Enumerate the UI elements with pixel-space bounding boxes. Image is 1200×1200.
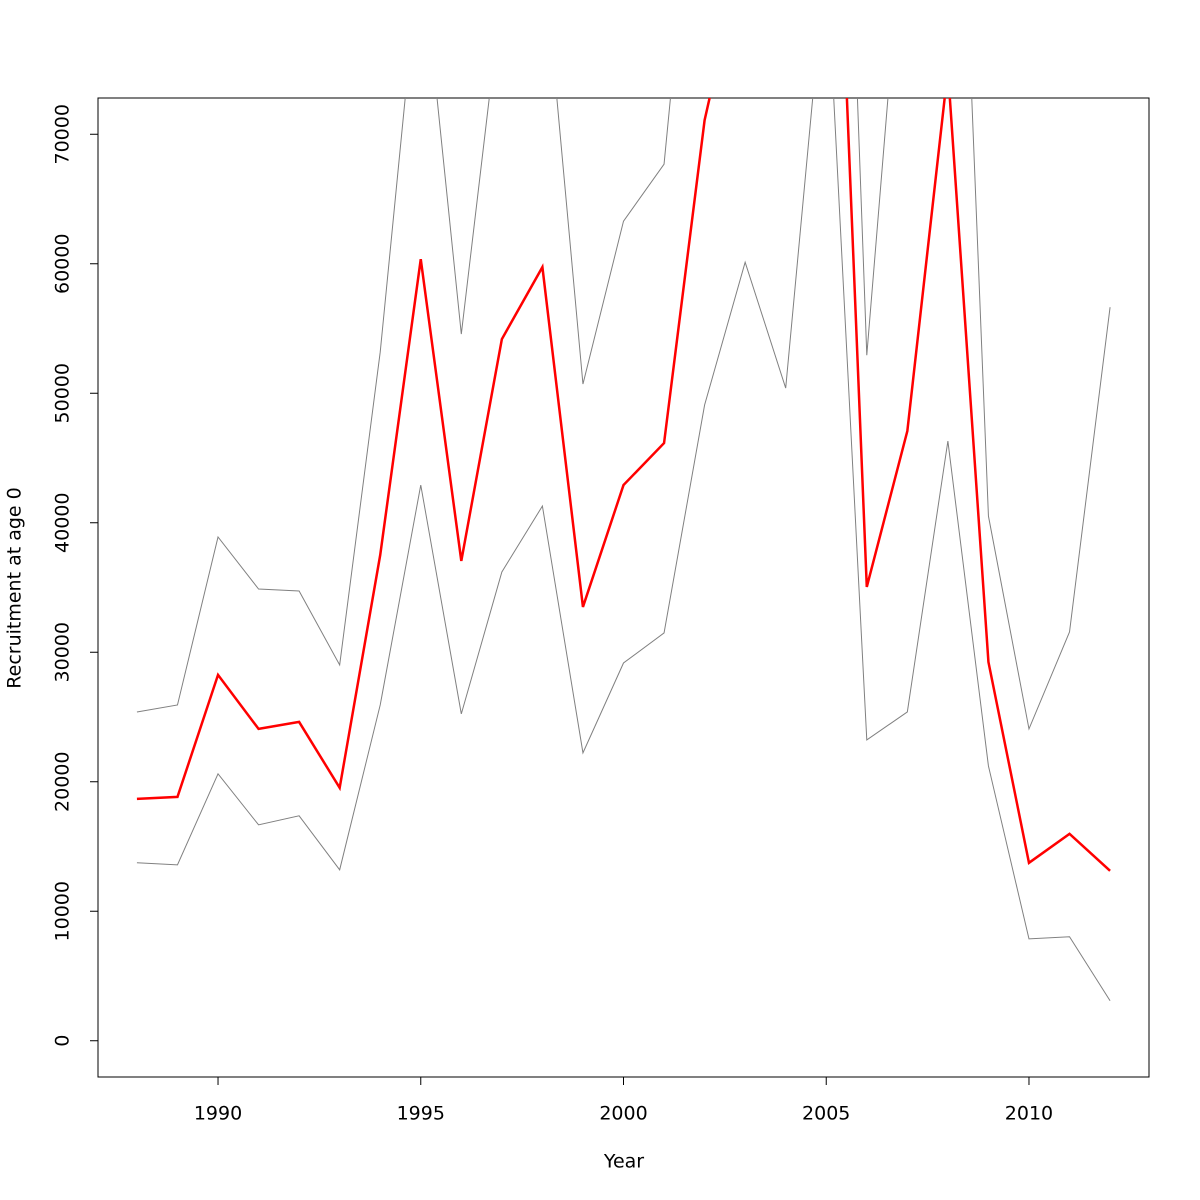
x-axis-label: Year [603,1151,644,1173]
series-line [136,98,1111,872]
series-line [136,98,1111,731]
y-tick-label: 60000 [52,234,74,294]
plot-area [136,98,1111,1001]
y-tick-label: 40000 [52,493,74,553]
y-tick-label: 20000 [52,752,74,812]
series-line [136,98,1111,1001]
x-tick-label: 2005 [802,1103,850,1125]
y-tick-label: 10000 [52,881,74,941]
y-tick-label: 0 [52,1035,74,1047]
x-tick-label: 2010 [1005,1103,1053,1125]
y-axis-label: Recruitment at age 0 [4,487,26,688]
x-tick-label: 2000 [599,1103,647,1125]
x-tick-label: 1995 [397,1103,445,1125]
y-tick-label: 50000 [52,363,74,423]
y-tick-label: 30000 [52,622,74,682]
y-tick-label: 70000 [52,104,74,164]
x-tick-label: 1990 [194,1103,242,1125]
plot-frame [97,97,1150,1078]
